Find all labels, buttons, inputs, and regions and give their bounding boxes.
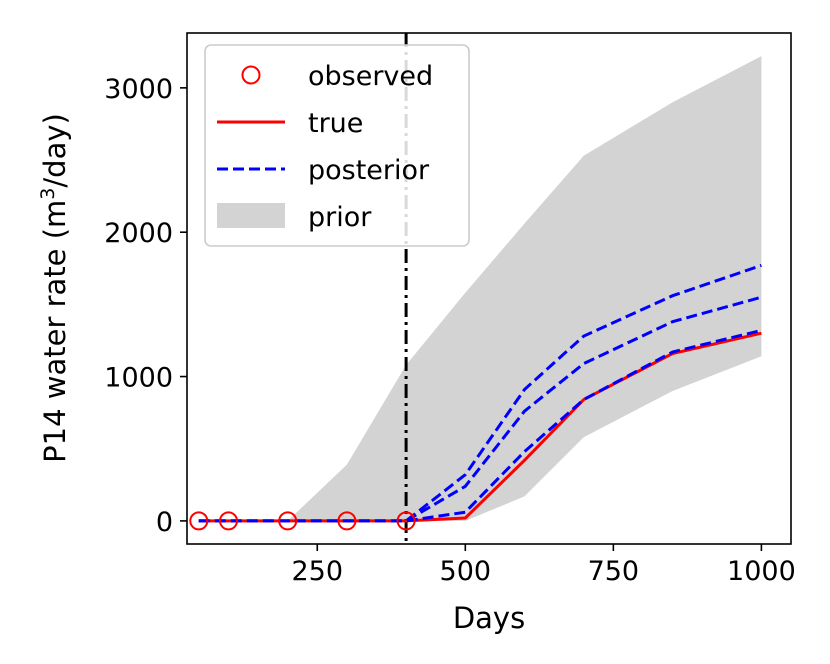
legend-prior-label: prior [308, 202, 372, 233]
plot-frame [186, 32, 792, 545]
y-axis-label: P14 water rate (m3/day) [37, 113, 72, 463]
x-tick-250: 250 [292, 544, 344, 587]
x-tick-label: 1000 [727, 556, 796, 587]
legend-entry-posterior: posterior [217, 155, 430, 186]
x-tick-500: 500 [440, 544, 492, 587]
posterior-line-2 [198, 295, 762, 523]
legend-frame [204, 44, 470, 247]
y-tick-label: 1000 [104, 363, 173, 394]
y-tick-2000: 2000 [104, 218, 187, 249]
x-tick-750: 750 [588, 544, 640, 587]
posterior-line-1 [198, 263, 762, 523]
observed-point [219, 511, 238, 531]
observed-point [337, 511, 357, 531]
x-tick-label: 250 [292, 556, 344, 587]
y-tick-0: 0 [156, 507, 187, 538]
legend-posterior-label: posterior [308, 155, 430, 186]
y-axis-ticks: 0 1000 2000 3000 [104, 74, 187, 538]
legend-true-label: true [308, 108, 363, 139]
y-tick-label: 0 [156, 507, 173, 538]
x-tick-1000: 1000 [727, 544, 796, 587]
y-tick-3000: 3000 [104, 74, 187, 105]
legend-entry-true: true [217, 108, 363, 139]
x-axis-ticks: 250 500 750 1000 [292, 544, 796, 587]
x-tick-label: 500 [440, 556, 492, 587]
y-tick-label: 2000 [104, 218, 173, 249]
observed-point [189, 511, 209, 531]
y-axis-label-superscript: 3 [37, 188, 59, 200]
legend: observed true posterior prior [204, 44, 470, 247]
x-tick-label: 750 [588, 556, 640, 587]
observed-point [396, 511, 416, 531]
y-axis-label-prefix: P14 water rate (m [38, 200, 72, 463]
observed-points [189, 511, 416, 531]
legend-entry-observed: observed [241, 61, 433, 92]
legend-prior-patch [217, 203, 285, 228]
y-tick-label: 3000 [104, 74, 173, 105]
legend-observed-label: observed [308, 61, 433, 92]
legend-observed-marker [241, 65, 261, 85]
y-tick-1000: 1000 [104, 363, 187, 394]
x-axis-label: Days [453, 601, 525, 635]
observed-point [278, 511, 298, 531]
y-axis-label-suffix: /day) [38, 113, 72, 187]
prior-band [198, 56, 762, 521]
legend-entry-prior: prior [217, 202, 372, 233]
posterior-line-3 [198, 328, 762, 523]
